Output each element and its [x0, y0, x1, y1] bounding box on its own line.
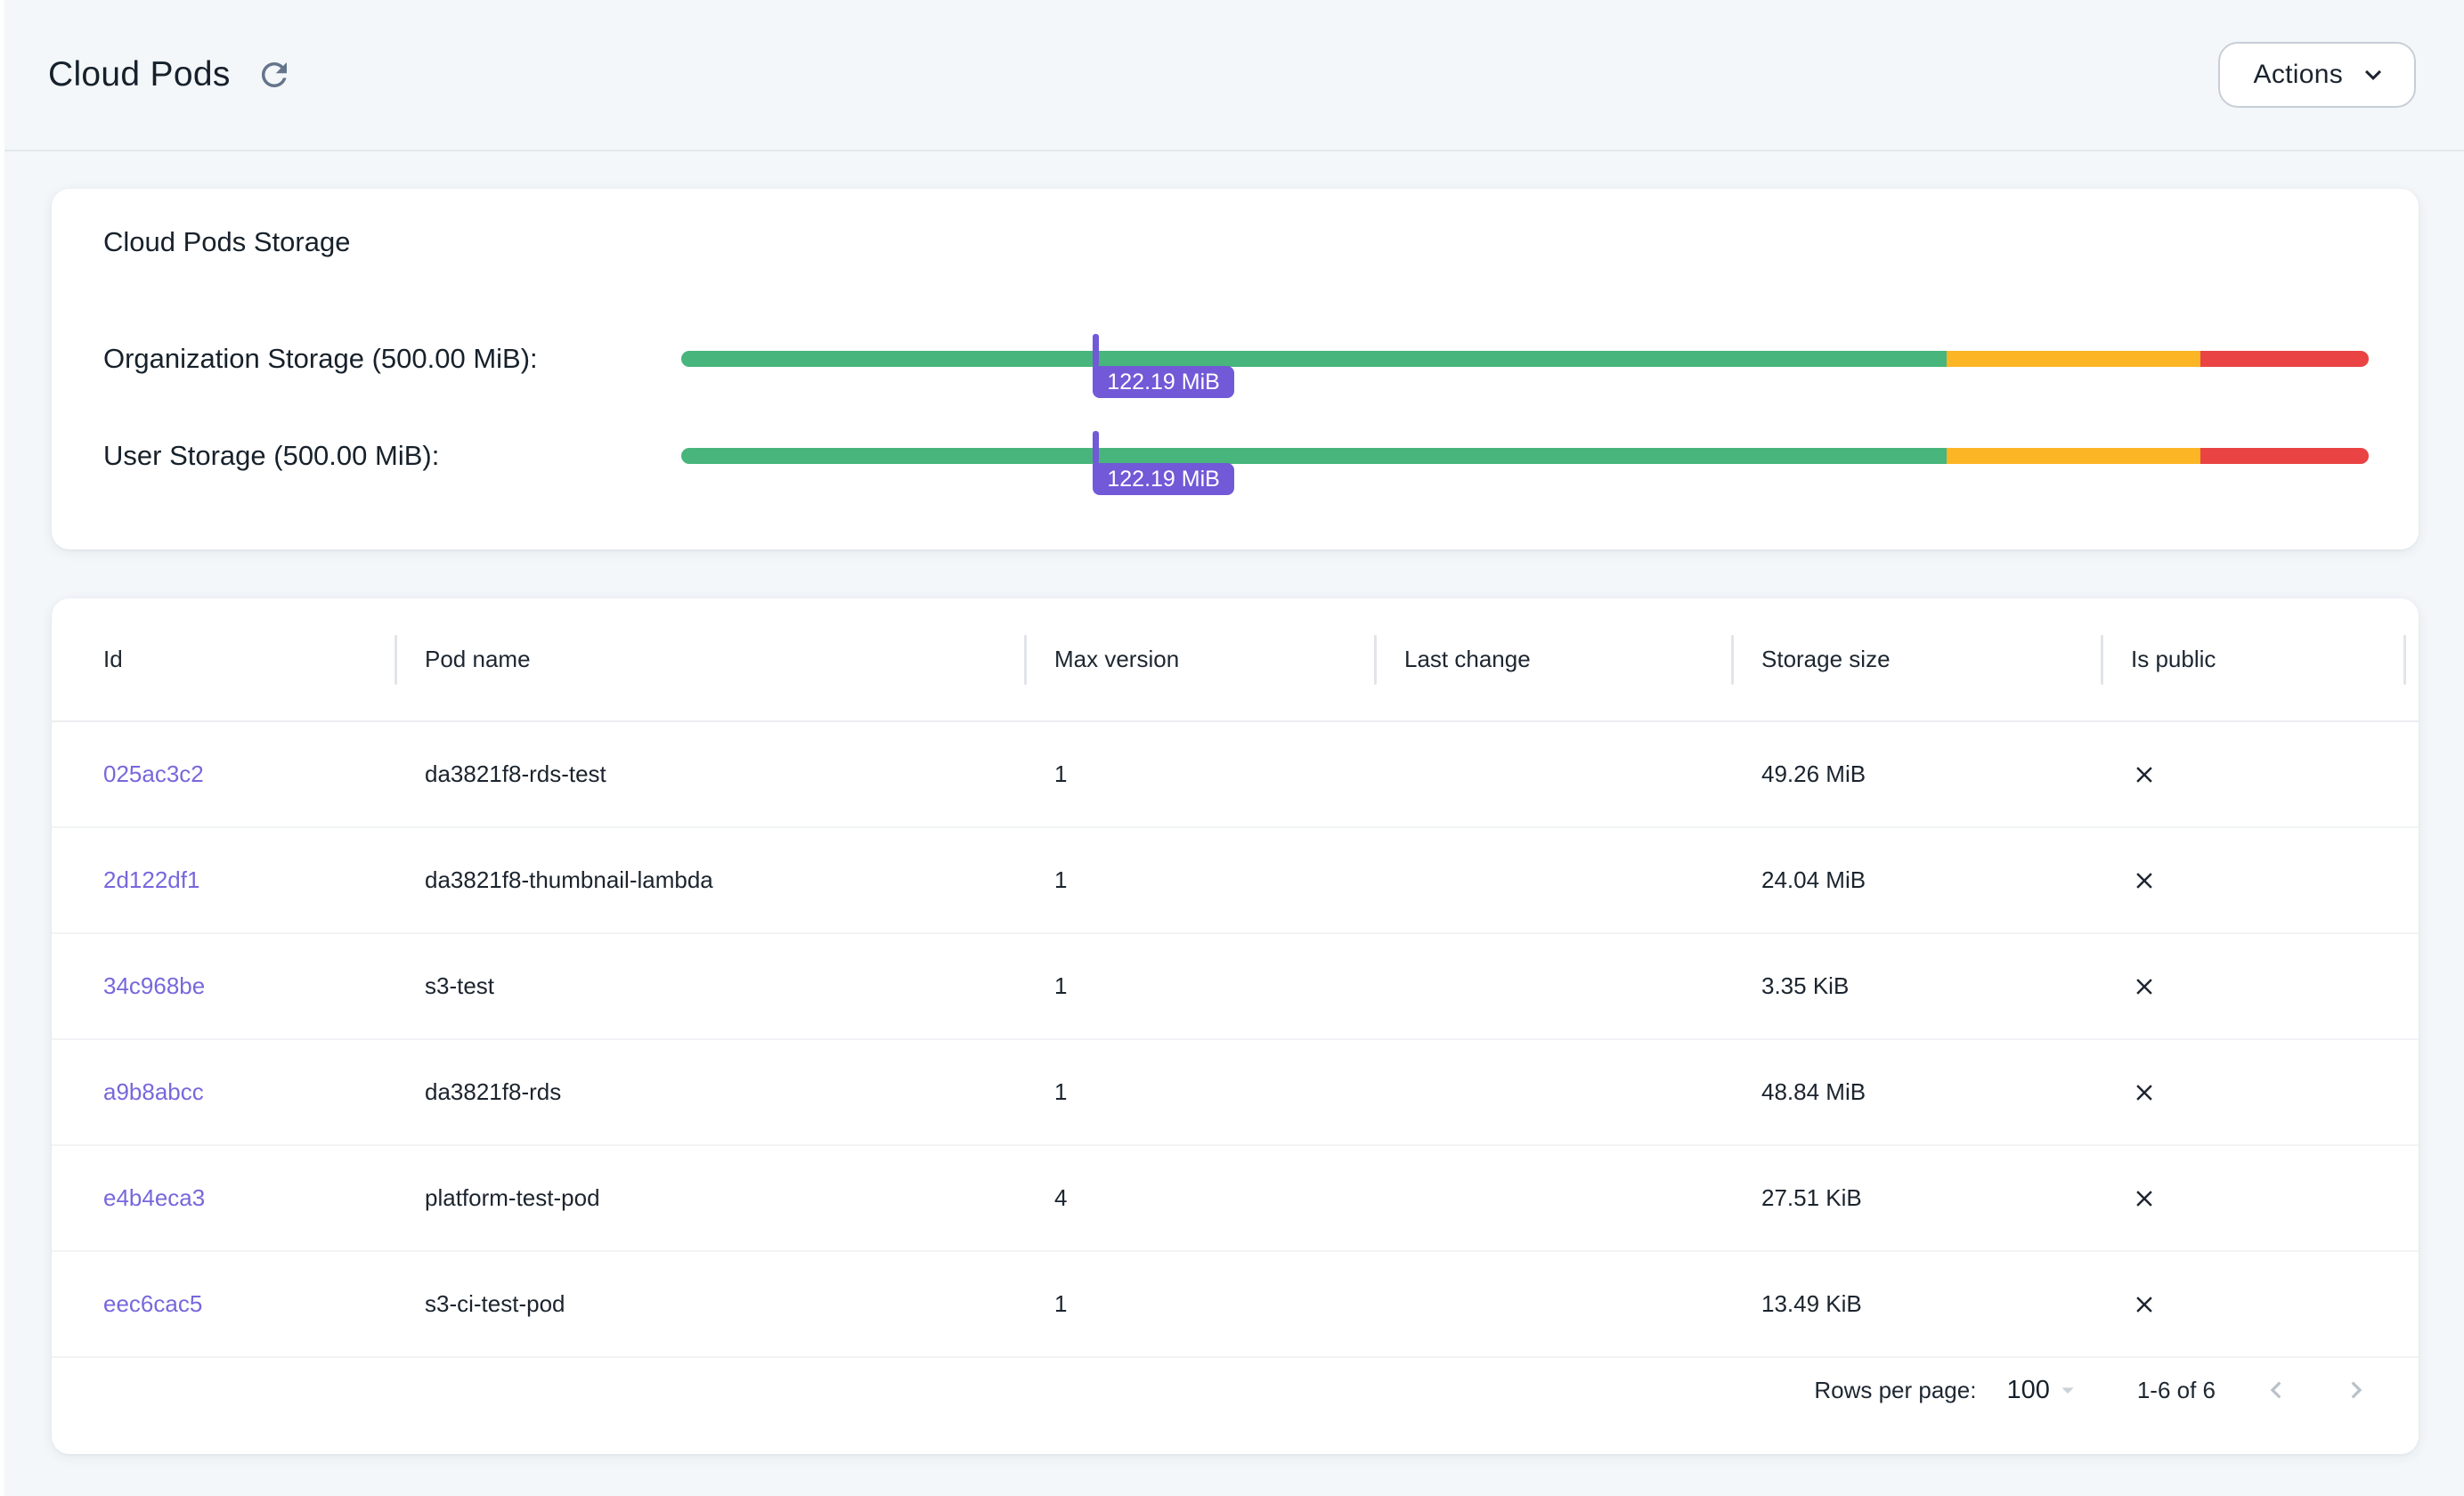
column-resize-handle[interactable] [2101, 635, 2103, 685]
max-version-cell: 4 [1054, 1184, 1068, 1211]
page-header: Cloud Pods Actions [0, 0, 2464, 151]
column-header-is-public[interactable]: Is public [2131, 646, 2216, 672]
close-icon [2136, 1190, 2152, 1207]
table-header-row: Id Pod name Max version Last change Stor… [52, 598, 2419, 722]
storage-bar-label: Organization Storage (500.00 MiB): [103, 343, 538, 374]
close-icon [2136, 978, 2152, 995]
chevron-right-icon [2351, 1381, 2362, 1399]
pod-name-cell: s3-test [425, 972, 495, 999]
storage-bar-segments [681, 351, 2369, 367]
prev-page-button[interactable] [2257, 1370, 2296, 1410]
column-header-id[interactable]: Id [103, 646, 123, 672]
storage-segment-safe [681, 448, 1948, 464]
table-pagination: Rows per page: 100 1-6 of 6 [52, 1358, 2419, 1454]
column-resize-handle[interactable] [1024, 635, 1027, 685]
max-version-cell: 1 [1054, 1290, 1068, 1317]
is-public-cell [2101, 761, 2403, 788]
rows-per-page-value: 100 [2006, 1375, 2050, 1404]
pod-id-link[interactable]: e4b4eca3 [103, 1184, 206, 1211]
is-public-cell [2101, 1079, 2403, 1106]
page-title-group: Cloud Pods [48, 55, 293, 94]
is-public-cell [2101, 973, 2403, 1000]
storage-size-cell: 27.51 KiB [1761, 1184, 1862, 1211]
page-title: Cloud Pods [48, 55, 231, 94]
storage-bar-segments [681, 448, 2369, 464]
storage-segment-critical [2200, 351, 2369, 367]
storage-size-cell: 49.26 MiB [1761, 760, 1866, 787]
pod-id-link[interactable]: 2d122df1 [103, 866, 200, 893]
close-icon [2136, 872, 2152, 889]
pod-name-cell: platform-test-pod [425, 1184, 600, 1211]
storage-progress-bar: 122.19 MiB [681, 431, 2369, 495]
table-row: 2d122df1 da3821f8-thumbnail-lambda 1 24.… [52, 828, 2419, 934]
storage-size-cell: 48.84 MiB [1761, 1078, 1866, 1105]
close-icon [2136, 1084, 2152, 1101]
pod-id-link[interactable]: a9b8abcc [103, 1078, 204, 1105]
table-row: eec6cac5 s3-ci-test-pod 1 13.49 KiB [52, 1252, 2419, 1358]
storage-usage-badge: 122.19 MiB [1093, 366, 1234, 398]
storage-card-title: Cloud Pods Storage [103, 226, 351, 257]
storage-bars: Organization Storage (500.00 MiB): 122.1… [103, 332, 2369, 495]
pod-name-cell: da3821f8-thumbnail-lambda [425, 866, 713, 893]
storage-progress-bar: 122.19 MiB [681, 334, 2369, 398]
column-header-last-change[interactable]: Last change [1404, 646, 1531, 672]
actions-button-label: Actions [2253, 60, 2343, 89]
storage-segment-safe [681, 351, 1948, 367]
column-resize-handle[interactable] [394, 635, 397, 685]
storage-card: Cloud Pods Storage Organization Storage … [52, 189, 2419, 549]
pagination-range: 1-6 of 6 [2136, 1376, 2216, 1403]
close-icon [2136, 766, 2152, 783]
max-version-cell: 1 [1054, 866, 1068, 893]
max-version-cell: 1 [1054, 1078, 1068, 1105]
column-header-max-version[interactable]: Max version [1054, 646, 1180, 672]
rows-per-page-label: Rows per page: [1814, 1376, 1977, 1403]
pod-name-cell: s3-ci-test-pod [425, 1290, 565, 1317]
storage-size-cell: 13.49 KiB [1761, 1290, 1862, 1317]
column-resize-handle[interactable] [2403, 635, 2406, 685]
column-header-storage-size[interactable]: Storage size [1761, 646, 1891, 672]
table-body: 025ac3c2 da3821f8-rds-test 1 49.26 MiB 2… [52, 722, 2419, 1358]
storage-usage-badge: 122.19 MiB [1093, 463, 1234, 495]
refresh-button[interactable] [256, 56, 293, 94]
storage-usage-marker [1093, 431, 1100, 464]
pods-table-card: Id Pod name Max version Last change Stor… [52, 598, 2419, 1454]
table-row: 025ac3c2 da3821f8-rds-test 1 49.26 MiB [52, 722, 2419, 828]
column-resize-handle[interactable] [1731, 635, 1734, 685]
next-page-button[interactable] [2337, 1370, 2376, 1410]
is-public-cell [2101, 1185, 2403, 1212]
is-public-cell [2101, 1291, 2403, 1318]
pod-name-cell: da3821f8-rds [425, 1078, 562, 1105]
arrow-dropdown-icon [2061, 1387, 2074, 1394]
storage-size-cell: 24.04 MiB [1761, 866, 1866, 893]
storage-size-cell: 3.35 KiB [1761, 972, 1850, 999]
pod-id-link[interactable]: 025ac3c2 [103, 760, 204, 787]
storage-segment-warning [1947, 448, 2200, 464]
chevron-down-icon [2365, 69, 2381, 80]
storage-segment-warning [1947, 351, 2200, 367]
max-version-cell: 1 [1054, 972, 1068, 999]
storage-bar-row: Organization Storage (500.00 MiB): 122.1… [103, 332, 2369, 398]
pod-id-link[interactable]: eec6cac5 [103, 1290, 203, 1317]
pod-id-link[interactable]: 34c968be [103, 972, 206, 999]
table-row: 34c968be s3-test 1 3.35 KiB [52, 934, 2419, 1040]
pod-name-cell: da3821f8-rds-test [425, 760, 606, 787]
column-resize-handle[interactable] [1374, 635, 1377, 685]
rows-per-page-select[interactable]: 100 [2006, 1376, 2081, 1405]
storage-usage-marker [1093, 334, 1100, 367]
column-header-pod-name[interactable]: Pod name [425, 646, 531, 672]
max-version-cell: 1 [1054, 760, 1068, 787]
storage-bar-row: User Storage (500.00 MiB): 122.19 MiB [103, 429, 2369, 495]
storage-bar-label: User Storage (500.00 MiB): [103, 440, 440, 471]
table-row: a9b8abcc da3821f8-rds 1 48.84 MiB [52, 1040, 2419, 1146]
chevron-left-icon [2270, 1381, 2281, 1399]
actions-button[interactable]: Actions [2217, 42, 2416, 108]
refresh-icon [261, 62, 287, 87]
table-row: e4b4eca3 platform-test-pod 4 27.51 KiB [52, 1146, 2419, 1252]
close-icon [2136, 1296, 2152, 1313]
storage-segment-critical [2200, 448, 2369, 464]
is-public-cell [2101, 867, 2403, 894]
